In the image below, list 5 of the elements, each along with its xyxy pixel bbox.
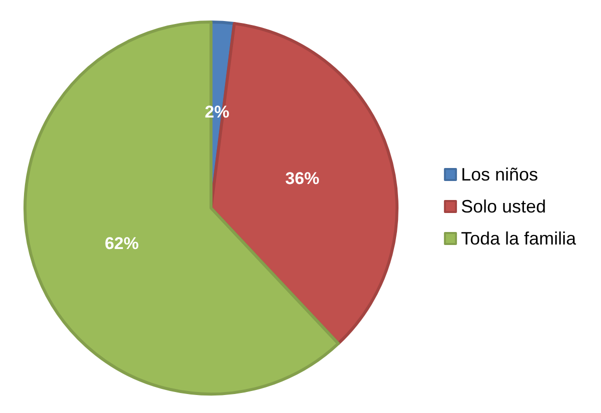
data-label: 36%: [285, 168, 320, 188]
data-label: 62%: [104, 234, 139, 253]
legend-label: Toda la familia: [460, 228, 577, 248]
legend-label: Solo usted: [460, 196, 546, 216]
legend-label: Los niños: [460, 164, 538, 184]
